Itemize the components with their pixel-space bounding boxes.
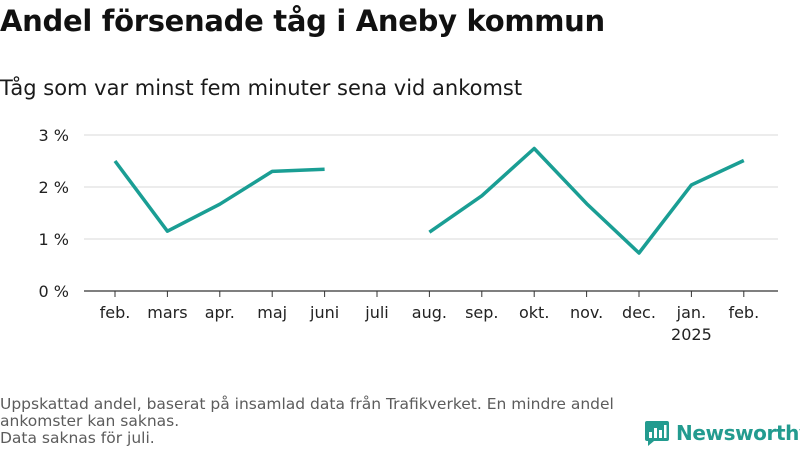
y-tick-label: 2 % [39,178,69,197]
series-line [428,146,745,255]
brand-logo: Newsworthy [644,419,800,447]
line-chart: 0 % 1 % 2 % 3 % feb. mars apr. maj juni juli aug. s… [39,126,778,344]
chart-title: Andel försenade tåg i Aneby kommun [0,4,605,38]
y-tick-label: 3 % [39,126,69,145]
footer-note-line-1: Uppskattad andel, baserat på insamlad da… [0,395,614,430]
x-tick-sublabel: 2025 [671,325,712,344]
x-tick-label: feb. [100,303,131,322]
x-tick-label: sep. [465,303,498,322]
x-tick-label: juli [364,303,388,322]
y-tick-label: 1 % [39,230,69,249]
series-line [113,159,325,233]
x-tick-label: maj [257,303,287,322]
x-tick-label: apr. [205,303,235,322]
x-tick-label: nov. [570,303,603,322]
x-tick-label: dec. [622,303,656,322]
footer-note: Uppskattad andel, baserat på insamlad da… [0,396,640,447]
x-tick-label: feb. [728,303,759,322]
brand-name: Newsworthy [676,421,800,445]
y-tick-label: 0 % [39,282,69,301]
chart-subtitle: Tåg som var minst fem minuter sena vid a… [0,76,523,100]
footer-note-line-2: Data saknas för juli. [0,429,155,447]
newsworthy-logo-icon [645,421,669,446]
x-tick-label: mars [147,303,187,322]
x-tick-label: aug. [412,303,447,322]
x-tick-label: jan. [676,303,706,322]
x-tick-label: okt. [519,303,549,322]
x-tick-label: juni [309,303,339,322]
